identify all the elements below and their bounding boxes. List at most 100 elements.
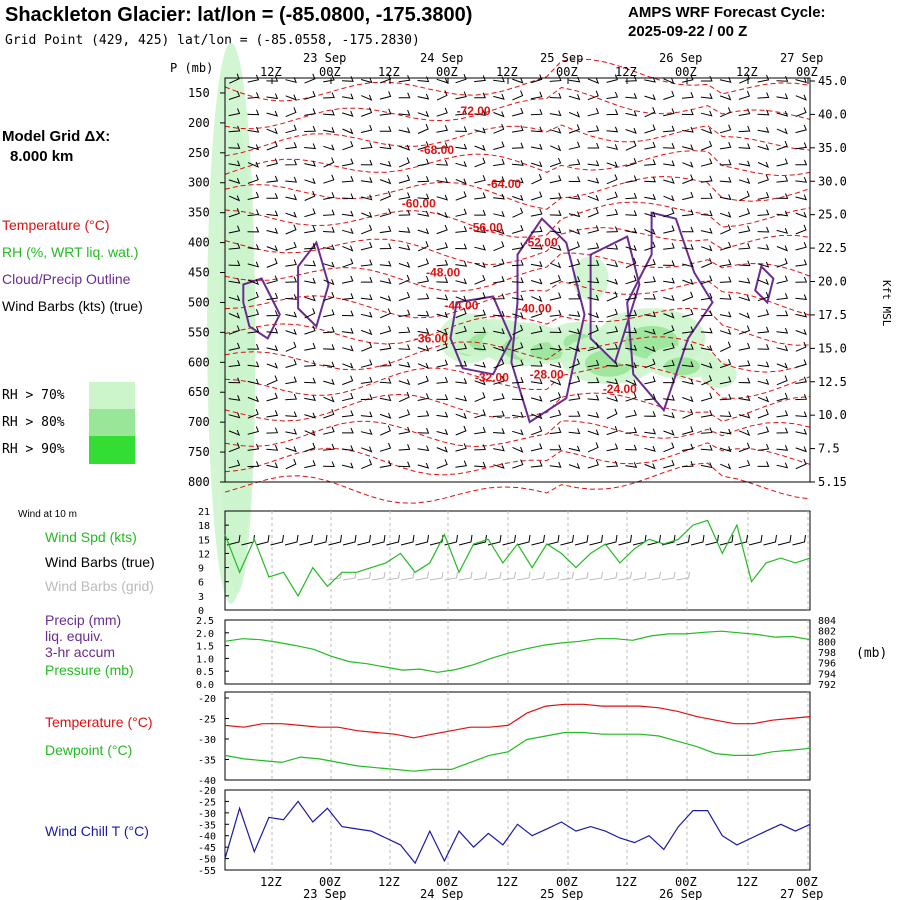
wind-barb <box>417 258 429 268</box>
wind-barb-10m <box>342 534 357 546</box>
wind-barb-10m <box>763 534 777 546</box>
wind-barb <box>398 144 411 151</box>
wind-barb <box>644 107 656 118</box>
wind-barb <box>530 360 543 367</box>
legend-rh90-label: RH > 90% <box>2 442 65 457</box>
pressure-tick-label: 700 <box>188 415 210 429</box>
wind-barb <box>644 94 656 101</box>
legend-rh80-swatch <box>89 409 135 436</box>
wind-barb <box>285 446 297 453</box>
wind-barb <box>700 444 713 451</box>
wind-barb <box>474 292 486 301</box>
wind-barb <box>436 159 449 166</box>
wind-barb <box>512 207 524 218</box>
wind-barb <box>228 73 240 84</box>
wind-barb <box>304 260 316 267</box>
wind-barb <box>247 74 260 83</box>
isotherm-label: -60.00 <box>402 197 436 211</box>
wind-barb <box>323 157 335 168</box>
wind-barb <box>587 90 599 101</box>
wind-barb <box>757 209 770 216</box>
wind-barb <box>417 293 430 300</box>
wind-barb <box>323 244 335 251</box>
wind-barb <box>398 379 411 386</box>
wind-barb <box>681 361 694 368</box>
wind-barb <box>474 110 486 116</box>
wind-barb <box>531 174 543 185</box>
precip-label-2: liq. equiv. <box>45 628 104 644</box>
wind-barb <box>738 277 751 284</box>
wind-speed-line <box>224 519 811 598</box>
wind-speed-tick-label: 3 <box>198 592 204 603</box>
wind-barb <box>549 309 562 317</box>
top-date-tick-label: 24 Sep <box>420 51 463 65</box>
wind-barb <box>587 359 600 368</box>
wind-barb <box>625 127 637 134</box>
wind-barb <box>738 312 751 319</box>
kft-msl-label: Kft MSL <box>880 280 893 327</box>
wind-barb <box>682 144 694 151</box>
wind-barb <box>700 175 713 183</box>
wind-barb <box>738 73 750 84</box>
wind-barb <box>493 276 505 284</box>
wind-barb <box>417 210 430 217</box>
dewpoint-label: Dewpoint (°C) <box>45 742 133 758</box>
wind-barb <box>512 90 524 101</box>
wind-barb <box>606 226 619 233</box>
wind-barb <box>663 90 675 100</box>
wind-barb <box>436 311 449 318</box>
wind-barb-10m <box>545 534 560 546</box>
legend-rh70-swatch <box>89 382 135 409</box>
wind-barb <box>700 292 713 301</box>
legend-rh90-swatch <box>89 436 135 464</box>
wind-barb <box>323 361 335 368</box>
wind-barb <box>606 74 618 83</box>
wind-barb <box>398 75 411 83</box>
wind-barb <box>341 327 354 334</box>
wind-barb <box>342 141 354 151</box>
wind-barb <box>531 425 543 436</box>
wind-barb <box>568 111 581 118</box>
wind-barb <box>361 94 373 101</box>
bottom-date-tick-label: 26 Sep <box>659 887 702 900</box>
wind-barb <box>304 277 316 284</box>
wind-barb <box>587 242 600 250</box>
wind-barb <box>228 325 240 335</box>
height-tick-label: 5.15 <box>818 475 847 489</box>
wind-barb <box>625 292 637 301</box>
top-date-tick-label: 26 Sep <box>659 51 702 65</box>
forecast-cycle: AMPS WRF Forecast Cycle: 2025-09-22 / 00… <box>628 3 826 41</box>
wind-barb <box>738 342 751 351</box>
wind-barb <box>304 143 316 150</box>
wind-barb <box>417 310 430 317</box>
wind-barb <box>757 291 769 302</box>
wind-barb <box>512 359 524 368</box>
top-time-tick-label: 12Z <box>496 65 518 79</box>
wind-barb <box>682 191 694 201</box>
bottom-time-tick-label: 00Z <box>556 875 578 889</box>
wind-barb <box>644 76 656 83</box>
wind-barb <box>663 78 675 85</box>
wind-barb <box>606 343 619 350</box>
wind-barb <box>625 158 637 167</box>
wind-barb <box>625 227 638 234</box>
precip-tick-label: 2.5 <box>196 616 214 627</box>
wind-barb <box>757 396 770 403</box>
wind-barb <box>700 462 713 469</box>
wind-barb <box>341 445 354 452</box>
pressure-tick-label: 800 <box>188 475 210 489</box>
wind-barb <box>285 107 297 118</box>
wind-barb <box>360 124 373 133</box>
wind-barb-10m <box>502 534 516 546</box>
wind-barb <box>700 193 713 199</box>
wind-barb <box>436 142 449 149</box>
wind-barb <box>436 77 449 84</box>
wind-barb <box>436 446 448 453</box>
wind-barb-10m <box>748 534 763 546</box>
wind-barb <box>455 260 468 267</box>
wind-barb <box>266 193 279 199</box>
wind-barb-10m <box>400 534 415 546</box>
wind-barb <box>417 410 430 418</box>
wind-barb <box>757 192 770 200</box>
wind-barb <box>719 428 732 435</box>
